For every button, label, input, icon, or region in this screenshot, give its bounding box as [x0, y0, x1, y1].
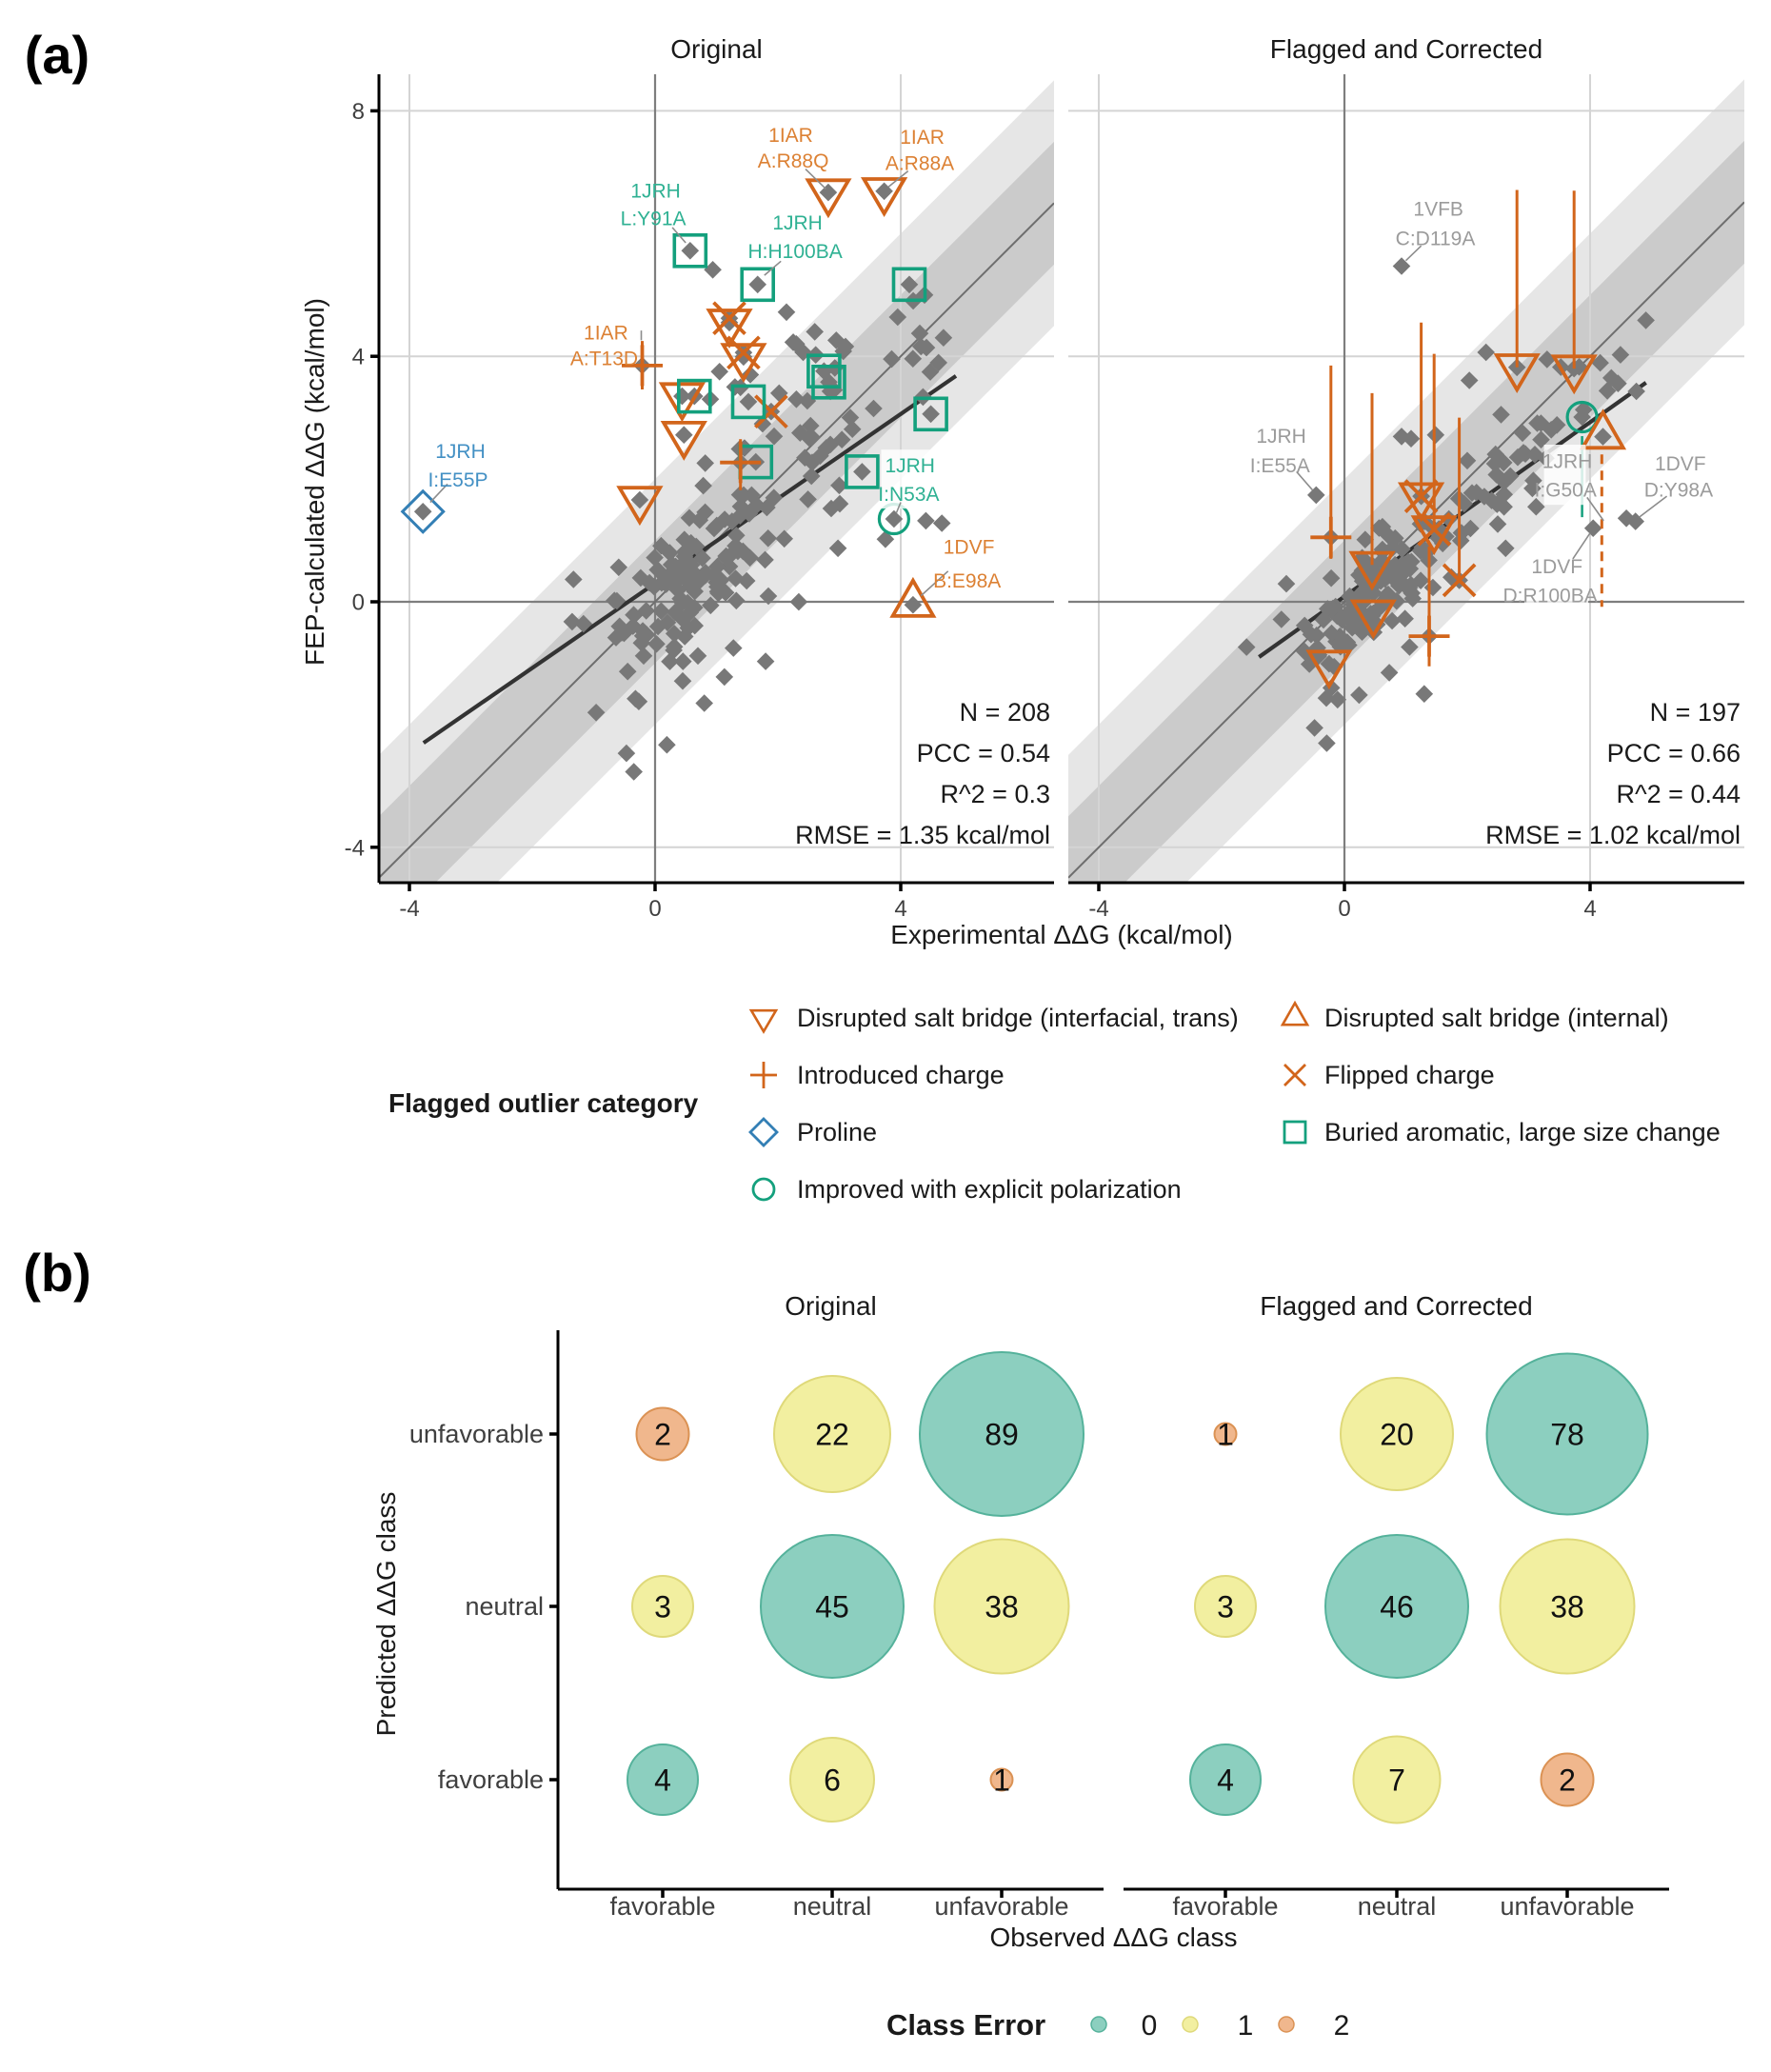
- svg-text:B:E98A: B:E98A: [933, 570, 1001, 592]
- svg-text:38: 38: [985, 1590, 1019, 1624]
- svg-text:Class Error: Class Error: [886, 2008, 1045, 2042]
- svg-text:unfavorable: unfavorable: [409, 1420, 544, 1448]
- svg-text:4: 4: [352, 345, 365, 370]
- svg-text:45: 45: [815, 1590, 849, 1624]
- svg-text:Original: Original: [785, 1291, 876, 1321]
- svg-text:1JRH: 1JRH: [630, 181, 681, 203]
- svg-text:1IAR: 1IAR: [584, 323, 628, 345]
- svg-text:Flagged and Corrected: Flagged and Corrected: [1260, 1291, 1532, 1321]
- svg-text:Experimental ΔΔG (kcal/mol): Experimental ΔΔG (kcal/mol): [890, 920, 1233, 949]
- svg-text:1JRH: 1JRH: [885, 455, 935, 477]
- svg-text:H:H100BA: H:H100BA: [747, 241, 842, 263]
- svg-text:0: 0: [1142, 2010, 1158, 2042]
- svg-text:2: 2: [1334, 2010, 1350, 2042]
- svg-text:A:R88A: A:R88A: [886, 153, 954, 175]
- svg-text:4: 4: [654, 1763, 671, 1798]
- svg-text:1JRH: 1JRH: [772, 212, 823, 234]
- svg-text:22: 22: [815, 1418, 849, 1452]
- svg-text:N = 208: N = 208: [960, 698, 1050, 727]
- svg-text:neutral: neutral: [793, 1892, 872, 1921]
- svg-text:unfavorable: unfavorable: [1500, 1892, 1634, 1921]
- svg-text:C:D119A: C:D119A: [1396, 228, 1476, 249]
- svg-text:1JRH: 1JRH: [435, 441, 486, 463]
- svg-text:1IAR: 1IAR: [900, 127, 945, 149]
- svg-text:6: 6: [824, 1763, 841, 1798]
- svg-text:-4: -4: [399, 896, 419, 922]
- svg-text:PCC = 0.54: PCC = 0.54: [917, 739, 1050, 767]
- svg-text:Proline: Proline: [797, 1118, 877, 1146]
- svg-text:Flagged and Corrected: Flagged and Corrected: [1270, 34, 1542, 64]
- svg-text:1VFB: 1VFB: [1413, 198, 1463, 220]
- svg-text:A:R88Q: A:R88Q: [758, 150, 829, 172]
- svg-text:Flagged outlier category: Flagged outlier category: [388, 1088, 699, 1118]
- svg-text:4: 4: [1217, 1763, 1234, 1798]
- svg-text:I:G50A: I:G50A: [1535, 480, 1597, 502]
- svg-text:0: 0: [352, 590, 365, 616]
- svg-text:3: 3: [1217, 1590, 1234, 1624]
- svg-text:RMSE = 1.35 kcal/mol: RMSE = 1.35 kcal/mol: [795, 821, 1050, 849]
- svg-text:4: 4: [894, 896, 906, 922]
- svg-text:favorable: favorable: [1172, 1892, 1278, 1921]
- svg-text:2: 2: [1559, 1763, 1576, 1798]
- svg-text:1: 1: [1238, 2010, 1254, 2042]
- svg-text:neutral: neutral: [1358, 1892, 1437, 1921]
- svg-text:D:Y98A: D:Y98A: [1644, 480, 1713, 502]
- svg-text:R^2 = 0.44: R^2 = 0.44: [1616, 780, 1741, 808]
- svg-text:I:N53A: I:N53A: [878, 484, 939, 506]
- svg-text:neutral: neutral: [465, 1592, 544, 1621]
- svg-text:46: 46: [1380, 1590, 1414, 1624]
- svg-text:7: 7: [1388, 1763, 1405, 1798]
- svg-text:Disrupted salt bridge (interfa: Disrupted salt bridge (interfacial, tran…: [797, 1004, 1239, 1032]
- svg-text:R^2 = 0.3: R^2 = 0.3: [941, 780, 1051, 808]
- svg-text:2: 2: [654, 1418, 671, 1452]
- svg-text:89: 89: [985, 1418, 1019, 1452]
- svg-text:1JRH: 1JRH: [1542, 450, 1593, 472]
- svg-text:1IAR: 1IAR: [768, 125, 813, 147]
- svg-text:Improved with explicit polariz: Improved with explicit polarization: [797, 1175, 1182, 1204]
- svg-text:-4: -4: [345, 835, 365, 861]
- svg-text:D:R100BA: D:R100BA: [1502, 585, 1597, 607]
- svg-text:RMSE = 1.02 kcal/mol: RMSE = 1.02 kcal/mol: [1485, 821, 1741, 849]
- svg-text:38: 38: [1550, 1590, 1584, 1624]
- svg-text:1: 1: [993, 1763, 1010, 1798]
- svg-text:A:T13D: A:T13D: [570, 349, 638, 370]
- svg-text:78: 78: [1550, 1418, 1584, 1452]
- svg-text:Observed ΔΔG class: Observed ΔΔG class: [990, 1923, 1238, 1952]
- svg-text:Introduced charge: Introduced charge: [797, 1061, 1005, 1089]
- svg-text:20: 20: [1380, 1418, 1414, 1452]
- svg-text:Buried aromatic, large size ch: Buried aromatic, large size change: [1324, 1118, 1721, 1146]
- svg-text:Original: Original: [670, 34, 762, 64]
- svg-text:1: 1: [1217, 1418, 1234, 1452]
- svg-text:8: 8: [352, 99, 365, 125]
- svg-text:favorable: favorable: [609, 1892, 715, 1921]
- svg-text:Predicted ΔΔG class: Predicted ΔΔG class: [371, 1492, 401, 1737]
- svg-text:favorable: favorable: [438, 1765, 544, 1794]
- svg-text:0: 0: [648, 896, 661, 922]
- svg-text:1DVF: 1DVF: [1655, 453, 1706, 475]
- svg-text:FEP-calculated ΔΔG (kcal/mol): FEP-calculated ΔΔG (kcal/mol): [300, 298, 329, 666]
- svg-text:Disrupted salt bridge (interna: Disrupted salt bridge (internal): [1324, 1004, 1669, 1032]
- svg-text:(b): (b): [23, 1243, 91, 1303]
- svg-text:-4: -4: [1088, 896, 1108, 922]
- svg-text:1DVF: 1DVF: [944, 537, 995, 559]
- svg-text:1JRH: 1JRH: [1256, 426, 1306, 448]
- svg-text:1DVF: 1DVF: [1531, 556, 1582, 578]
- svg-text:N = 197: N = 197: [1650, 698, 1741, 727]
- svg-text:Flipped charge: Flipped charge: [1324, 1061, 1495, 1089]
- svg-text:L:Y91A: L:Y91A: [621, 209, 687, 230]
- svg-text:PCC = 0.66: PCC = 0.66: [1607, 739, 1741, 767]
- svg-text:I:E55P: I:E55P: [428, 469, 488, 491]
- svg-text:4: 4: [1583, 896, 1596, 922]
- svg-text:I:E55A: I:E55A: [1250, 455, 1310, 477]
- svg-text:0: 0: [1338, 896, 1350, 922]
- svg-text:unfavorable: unfavorable: [934, 1892, 1068, 1921]
- svg-text:3: 3: [654, 1590, 671, 1624]
- svg-text:(a): (a): [25, 25, 90, 85]
